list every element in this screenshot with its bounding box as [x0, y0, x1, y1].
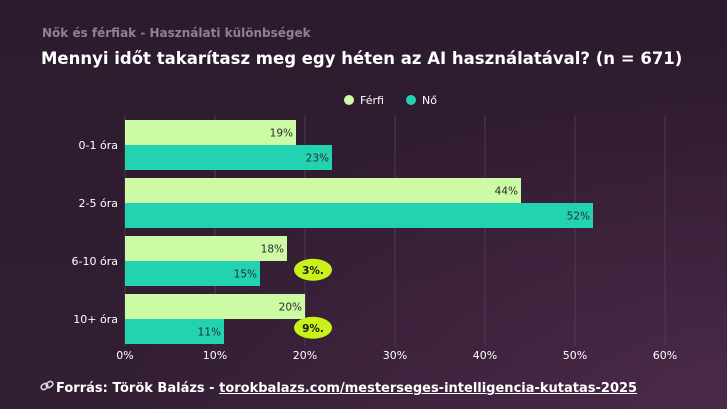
chart-subtitle: Nők és férfiak - Használati különbségek: [42, 26, 311, 40]
data-label: 52%: [567, 211, 590, 223]
data-label: 15%: [234, 269, 257, 281]
chart-title: Mennyi időt takarítasz meg egy héten az …: [41, 49, 683, 68]
x-tick-label: 0%: [116, 349, 133, 362]
difference-badge: [294, 258, 332, 281]
data-label: 19%: [270, 128, 293, 140]
bar: [125, 236, 287, 261]
x-tick-label: 30%: [383, 349, 407, 362]
legend-marker: [344, 95, 354, 105]
x-tick-label: 20%: [293, 349, 317, 362]
bar: [125, 319, 224, 344]
category-label: 10+ óra: [73, 313, 118, 326]
data-label: 23%: [306, 153, 329, 165]
bar: [125, 145, 332, 170]
bar: [125, 120, 296, 145]
x-tick-label: 50%: [563, 349, 587, 362]
data-label: 18%: [261, 244, 284, 256]
legend-label: Férfi: [360, 94, 384, 107]
source-prefix: Forrás: Török Balázs -: [56, 381, 220, 396]
category-label: 2-5 óra: [79, 197, 118, 210]
difference-badge-label: 3%.: [302, 265, 324, 277]
category-label: 6-10 óra: [72, 255, 118, 268]
data-label: 20%: [279, 302, 302, 314]
bar: [125, 178, 521, 203]
difference-badge-label: 9%.: [302, 323, 324, 335]
x-tick-label: 60%: [653, 349, 677, 362]
bar: [125, 203, 593, 228]
source-footer: Forrás: Török Balázs - torokbalazs.com/m…: [40, 380, 637, 396]
x-tick-label: 40%: [473, 349, 497, 362]
legend-marker: [406, 95, 416, 105]
bar: [125, 261, 260, 286]
legend-label: Nő: [422, 94, 437, 107]
bar: [125, 294, 305, 319]
data-label: 44%: [495, 186, 518, 198]
difference-badge: [294, 316, 332, 339]
category-label: 0-1 óra: [79, 139, 118, 152]
x-tick-label: 10%: [203, 349, 227, 362]
link-icon: [40, 380, 54, 396]
source-link[interactable]: torokbalazs.com/mesterseges-intelligenci…: [219, 381, 638, 396]
data-label: 11%: [198, 327, 221, 339]
